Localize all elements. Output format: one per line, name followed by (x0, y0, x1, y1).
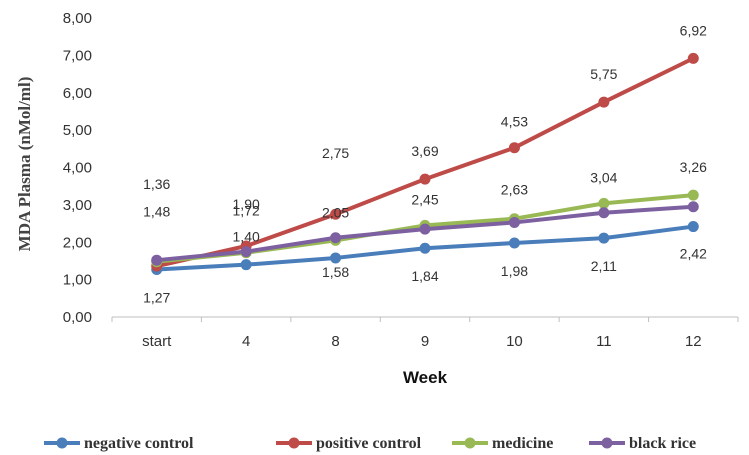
data-label: 1,84 (411, 268, 438, 284)
data-point (687, 201, 699, 213)
data-point (240, 259, 252, 271)
y-tick-label: 1,00 (63, 272, 92, 289)
data-label: 6,92 (680, 22, 707, 38)
y-tick-label: 8,00 (63, 10, 92, 27)
data-label: 1,40 (233, 229, 260, 245)
legend-marker (464, 437, 476, 449)
data-point (508, 216, 520, 228)
data-point (419, 223, 431, 235)
data-label: 2,45 (411, 191, 438, 207)
data-label: 1,27 (143, 290, 170, 306)
legend-label: black rice (629, 435, 696, 452)
data-label: 1,36 (143, 176, 170, 192)
data-label: 1,90 (233, 196, 260, 212)
data-point (687, 221, 699, 233)
data-point (598, 197, 610, 209)
y-tick-label: 3,00 (63, 197, 92, 214)
legend-item: positive control (276, 435, 422, 452)
data-point (687, 189, 699, 201)
data-point (508, 142, 520, 154)
data-label: 4,53 (501, 114, 528, 130)
y-tick-label: 2,00 (63, 234, 92, 251)
y-axis-ticks: 0,00 1,00 2,00 3,00 4,00 5,00 6,00 7,00 8,00 (63, 10, 92, 326)
legend-marker (56, 437, 68, 449)
data-label: 1,72 (233, 203, 260, 219)
data-label: 2,63 (501, 182, 528, 198)
x-tick-label: 11 (596, 333, 612, 350)
data-point (419, 173, 431, 185)
data-point (598, 207, 610, 219)
legend-item: negative control (44, 435, 194, 452)
x-tick-label: 12 (685, 333, 702, 350)
data-labels: 1,27 1,40 1,58 1,84 1,98 2,11 2,42 1,36 1,90 2,75… (143, 22, 707, 305)
data-point (508, 237, 520, 249)
data-point (330, 208, 342, 220)
y-tick-label: 5,00 (63, 122, 92, 139)
x-tick-label: 8 (331, 333, 339, 350)
data-point (419, 242, 431, 254)
legend-item: black rice (589, 435, 696, 452)
data-point (687, 52, 699, 64)
data-label: 2,42 (680, 246, 707, 262)
series-points (151, 52, 699, 276)
data-label: 1,48 (143, 204, 170, 220)
data-point (151, 254, 163, 266)
data-point (598, 96, 610, 108)
legend-item: medicine (452, 435, 553, 452)
y-tick-label: 6,00 (63, 85, 92, 102)
y-tick-label: 0,00 (63, 309, 92, 326)
y-tick-label: 4,00 (63, 160, 92, 177)
legend: negative control positive control medicine… (44, 435, 696, 452)
x-tick-label: 10 (506, 333, 523, 350)
legend-marker (601, 437, 613, 449)
x-axis-title: Week (403, 368, 448, 387)
x-axis-ticks: start 4 8 9 10 11 12 (111, 317, 739, 350)
data-point (240, 246, 252, 258)
legend-label: medicine (492, 435, 553, 452)
legend-label: positive control (316, 435, 422, 452)
y-tick-label: 7,00 (63, 47, 92, 64)
data-label: 3,26 (680, 159, 707, 175)
data-label: 1,98 (501, 263, 528, 279)
data-point (330, 252, 342, 264)
x-tick-label: 4 (242, 333, 250, 350)
data-point (598, 232, 610, 244)
data-label: 3,04 (590, 169, 617, 185)
y-axis-title: MDA Plasma (nMol/ml) (15, 77, 34, 252)
data-label: 2,11 (591, 258, 617, 274)
data-label: 2,75 (322, 145, 349, 161)
data-point (330, 232, 342, 244)
legend-label: negative control (84, 435, 194, 452)
data-label: 2,05 (322, 204, 349, 220)
x-tick-label: 9 (421, 333, 429, 350)
x-tick-label: start (142, 333, 172, 350)
data-label: 1,58 (322, 264, 349, 280)
data-label: 5,75 (590, 66, 617, 82)
data-label: 3,69 (411, 143, 438, 159)
legend-marker (288, 437, 300, 449)
